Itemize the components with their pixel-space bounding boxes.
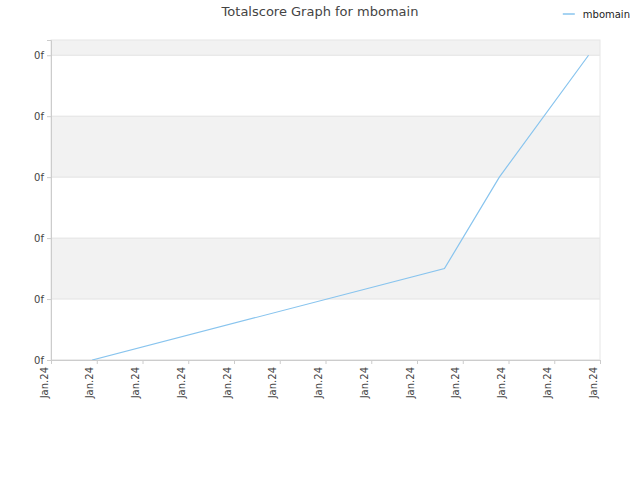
- y-tick-mark: [47, 116, 51, 117]
- x-tick: Jan.24: [222, 360, 235, 399]
- x-tick: Jan.24: [542, 360, 555, 399]
- legend: mbomain: [563, 9, 630, 20]
- y-axis-line: [47, 41, 52, 361]
- chart: Jan.24 Jan.24 Jan.24 Jan.24 Jan.24 Jan.24 Jan.…: [0, 0, 640, 480]
- x-axis: Jan.24 Jan.24 Jan.24 Jan.24 Jan.24 Jan.24 Jan.…: [39, 360, 601, 399]
- x-tick: Jan.24: [176, 360, 189, 399]
- x-tick-label: Jan.24: [542, 367, 553, 399]
- y-tick-mark: [47, 177, 51, 178]
- x-tick-label: Jan.24: [588, 367, 599, 399]
- y-tick-label: 0f: [34, 355, 44, 366]
- y-tick-label: 0f: [34, 233, 44, 244]
- x-tick-label: Jan.24: [313, 367, 324, 399]
- x-tick-mark: [463, 360, 464, 364]
- x-tick-label: Jan.24: [84, 367, 95, 399]
- legend-label: mbomain: [583, 9, 630, 20]
- x-tick-mark: [280, 360, 281, 364]
- x-tick: Jan.24: [496, 360, 509, 399]
- grid-band: [51, 40, 600, 55]
- y-tick: 0f: [34, 172, 51, 183]
- grid-line: [51, 116, 600, 117]
- grid-line: [51, 238, 600, 239]
- grid-bands: [51, 40, 600, 299]
- y-tick-label: 0f: [34, 111, 44, 122]
- y-tick: 0f: [34, 233, 51, 244]
- x-tick-label: Jan.24: [130, 367, 141, 399]
- x-tick-label: Jan.24: [359, 367, 370, 399]
- grid-line: [51, 177, 600, 178]
- x-tick-label: Jan.24: [450, 367, 461, 399]
- x-tick-mark: [97, 360, 98, 364]
- x-tick-mark: [371, 360, 372, 364]
- x-tick: Jan.24: [267, 360, 280, 399]
- plot-frame: [51, 40, 600, 360]
- x-tick-label: Jan.24: [405, 367, 416, 399]
- x-tick-mark: [417, 360, 418, 364]
- x-tick: Jan.24: [84, 360, 97, 399]
- x-tick: Jan.24: [130, 360, 143, 399]
- x-tick: Jan.24: [405, 360, 418, 399]
- x-tick-mark: [234, 360, 235, 364]
- x-tick-label: Jan.24: [176, 367, 187, 399]
- grid: [51, 55, 600, 360]
- y-tick-label: 0f: [34, 294, 44, 305]
- x-axis-line: [52, 361, 601, 365]
- x-tick: Jan.24: [588, 360, 601, 399]
- legend-swatch: [563, 13, 575, 15]
- x-tick: Jan.24: [450, 360, 463, 399]
- x-tick-label: Jan.24: [496, 367, 507, 399]
- x-tick: Jan.24: [359, 360, 372, 399]
- grid-band: [51, 238, 600, 299]
- y-tick-mark: [47, 299, 51, 300]
- x-tick: Jan.24: [313, 360, 326, 399]
- x-tick-mark: [554, 360, 555, 364]
- x-tick-label: Jan.24: [222, 367, 233, 399]
- y-tick-mark: [47, 55, 51, 56]
- grid-line: [51, 55, 600, 56]
- plot-area: [92, 55, 588, 360]
- x-tick-mark: [600, 360, 601, 364]
- x-tick-mark: [143, 360, 144, 364]
- y-tick-mark: [47, 238, 51, 239]
- x-tick-mark: [326, 360, 327, 364]
- x-tick-label: Jan.24: [267, 367, 278, 399]
- x-tick-label: Jan.24: [39, 367, 50, 399]
- y-tick-label: 0f: [34, 50, 44, 61]
- x-tick-mark: [188, 360, 189, 364]
- y-axis: 0f 0f 0f 0f 0f 0f: [34, 41, 51, 366]
- y-tick: 0f: [34, 355, 51, 366]
- series-line: [92, 55, 588, 360]
- y-tick-mark: [47, 360, 51, 361]
- chart-title: Totalscore Graph for mbomain: [221, 4, 419, 19]
- x-tick: Jan.24: [39, 360, 52, 399]
- y-tick: 0f: [34, 50, 51, 61]
- y-tick-label: 0f: [34, 172, 44, 183]
- y-tick: 0f: [34, 294, 51, 305]
- y-tick: 0f: [34, 111, 51, 122]
- x-tick-mark: [509, 360, 510, 364]
- grid-band: [51, 116, 600, 177]
